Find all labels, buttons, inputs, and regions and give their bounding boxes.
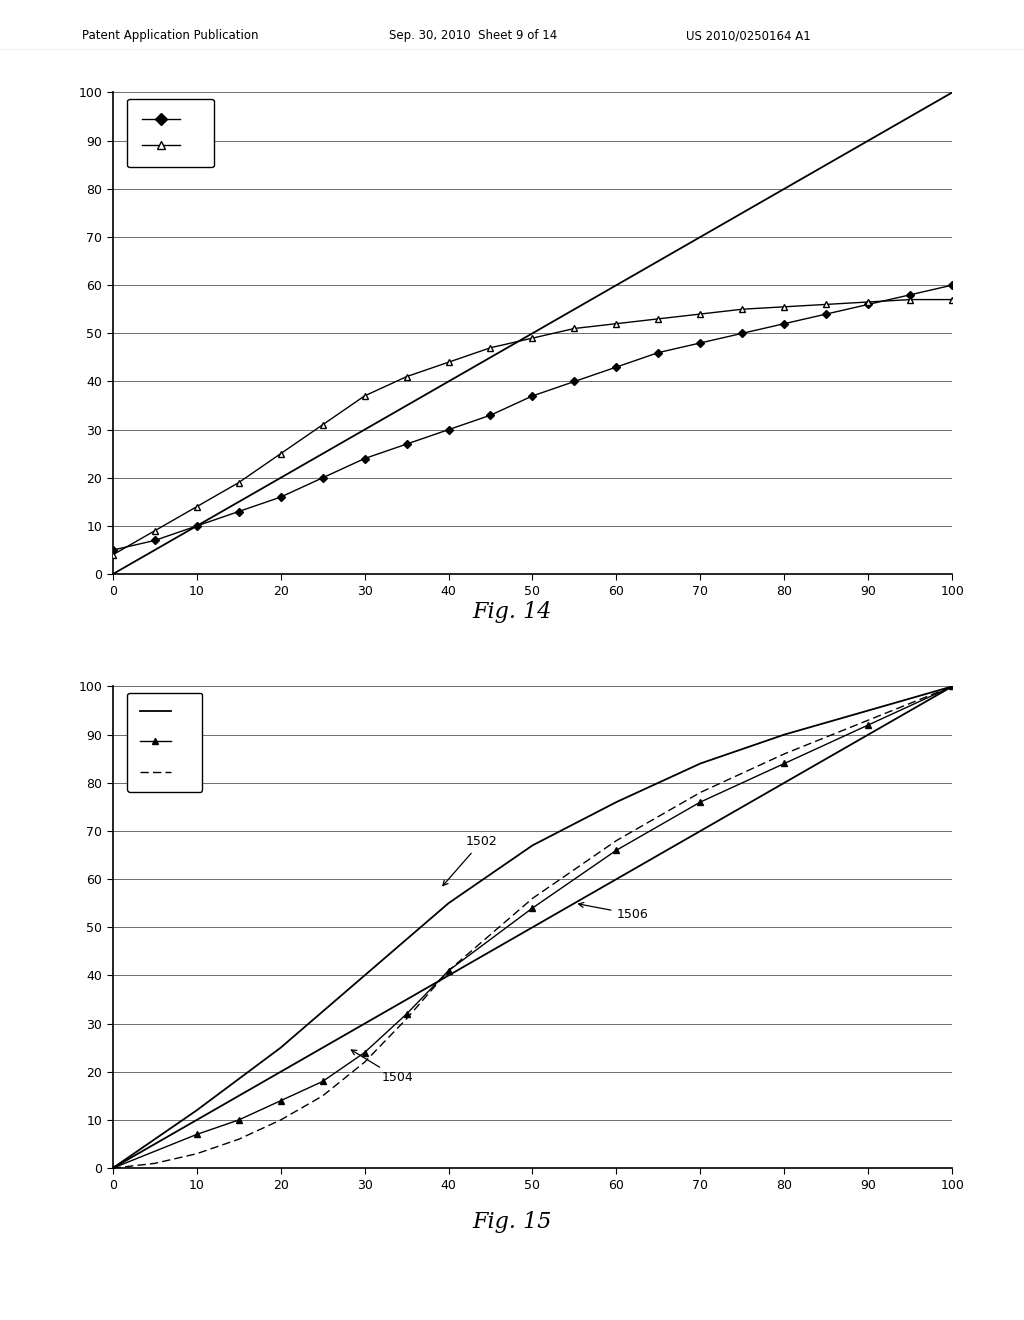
Text: 1506: 1506 <box>579 903 648 920</box>
Text: Fig. 14: Fig. 14 <box>472 601 552 623</box>
Text: Patent Application Publication: Patent Application Publication <box>82 29 258 42</box>
Text: Fig. 15: Fig. 15 <box>472 1210 552 1233</box>
Text: Sep. 30, 2010  Sheet 9 of 14: Sep. 30, 2010 Sheet 9 of 14 <box>389 29 557 42</box>
Text: 1502: 1502 <box>442 836 497 886</box>
Text: US 2010/0250164 A1: US 2010/0250164 A1 <box>686 29 811 42</box>
Legend: , : , <box>127 99 214 168</box>
Legend: , , : , , <box>127 693 203 792</box>
Text: 1504: 1504 <box>351 1049 413 1085</box>
